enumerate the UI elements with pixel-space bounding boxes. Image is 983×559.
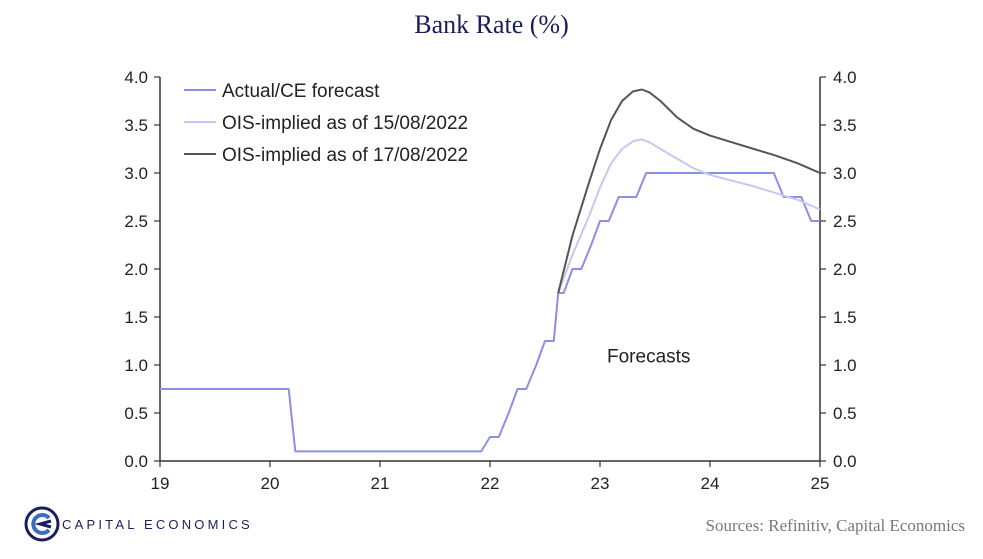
y-tick-label-right: 1.5 (833, 308, 857, 327)
legend-label-2: OIS-implied as of 15/08/2022 (222, 113, 468, 134)
series-lines (160, 88, 821, 453)
chart-title: Bank Rate (%) (414, 10, 569, 39)
brand-name: CAPITAL ECONOMICS (62, 517, 253, 532)
x-tick-label: 23 (591, 474, 610, 493)
y-tick-label-left: 0.0 (124, 452, 148, 471)
legend-label-3: OIS-implied as of 17/08/2022 (222, 145, 468, 166)
x-tick-label: 21 (371, 474, 390, 493)
y-tick-label-left: 2.5 (124, 212, 148, 231)
y-tick-label-left: 4.0 (124, 68, 148, 87)
y-tick-label-right: 3.5 (833, 116, 857, 135)
x-tick-label: 25 (811, 474, 830, 493)
legend-label-1: Actual/CE forecast (222, 81, 380, 102)
series-line-3 (557, 88, 821, 294)
legend: Actual/CE forecast OIS-implied as of 15/0… (184, 81, 468, 166)
y-tick-label-left: 3.0 (124, 164, 148, 183)
y-tick-label-left: 0.5 (124, 404, 148, 423)
x-tick-label: 19 (151, 474, 170, 493)
series-line-2 (557, 138, 821, 294)
x-tick-label: 24 (701, 474, 720, 493)
y-tick-label-left: 2.0 (124, 260, 148, 279)
y-tick-label-right: 1.0 (833, 356, 857, 375)
y-tick-label-right: 2.5 (833, 212, 857, 231)
y-tick-label-left: 1.5 (124, 308, 148, 327)
x-tick-label: 22 (481, 474, 500, 493)
annotations: Forecasts (607, 346, 690, 367)
y-tick-label-right: 2.0 (833, 260, 857, 279)
series-line-1 (160, 172, 820, 453)
axes (154, 76, 826, 467)
y-tick-label-right: 0.5 (833, 404, 857, 423)
y-tick-label-left: 1.0 (124, 356, 148, 375)
sources-note: Sources: Refinitiv, Capital Economics (705, 516, 965, 535)
y-tick-label-right: 0.0 (833, 452, 857, 471)
tick-labels: 0.0 0.5 1.0 1.5 2.0 2.5 3.0 3.5 4.0 0.0 0.5 1.0 1.5 2… (124, 68, 856, 493)
y-tick-label-right: 3.0 (833, 164, 857, 183)
forecasts-annotation: Forecasts (607, 346, 690, 367)
x-tick-label: 20 (261, 474, 280, 493)
y-tick-label-right: 4.0 (833, 68, 857, 87)
y-tick-label-left: 3.5 (124, 116, 148, 135)
capital-economics-logo-icon (24, 506, 60, 542)
